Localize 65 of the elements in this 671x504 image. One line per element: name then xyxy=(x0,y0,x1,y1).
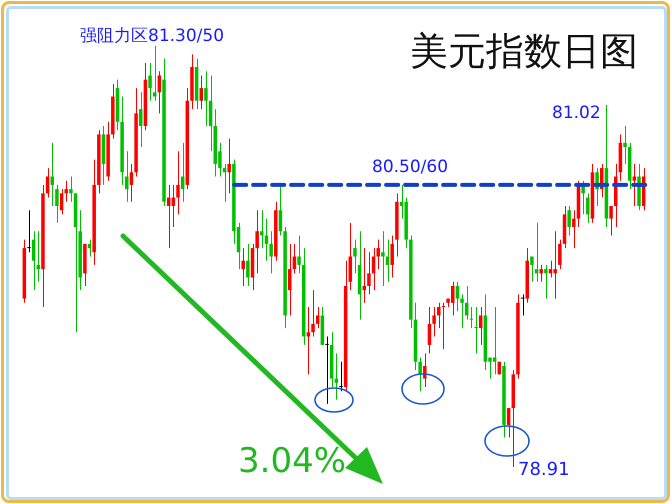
candlestick xyxy=(339,361,343,392)
candlestick xyxy=(478,306,482,346)
candlestick xyxy=(534,222,538,282)
candlestick xyxy=(428,306,432,354)
candlestick xyxy=(311,290,315,337)
candlestick xyxy=(432,306,436,337)
candlestick xyxy=(46,168,50,198)
candlestick xyxy=(474,306,478,354)
candlestick xyxy=(623,125,627,164)
candlestick xyxy=(456,281,460,312)
candlestick xyxy=(269,230,273,274)
candlestick xyxy=(460,294,464,329)
candlestick xyxy=(306,306,310,375)
candlestick xyxy=(381,230,385,286)
candlestick xyxy=(125,150,129,202)
candlestick xyxy=(544,264,548,300)
candlestick xyxy=(260,210,264,249)
candlestick xyxy=(152,46,156,102)
candlestick xyxy=(520,294,524,316)
candlestick xyxy=(130,163,134,202)
candlestick xyxy=(498,361,502,375)
candlestick xyxy=(241,248,245,286)
candlestick xyxy=(227,138,231,194)
candlestick xyxy=(50,142,54,206)
candlestick xyxy=(553,230,557,300)
candlestick xyxy=(437,302,441,329)
annotation: 81.02 xyxy=(552,103,601,123)
candlestick xyxy=(325,336,329,404)
candlestick xyxy=(200,74,204,110)
candlestick xyxy=(418,357,422,392)
candlestick xyxy=(632,163,636,206)
candlestick xyxy=(297,234,301,274)
candlestick xyxy=(586,192,590,224)
candlestick xyxy=(55,184,59,224)
candlestick xyxy=(506,408,510,438)
candlestick xyxy=(386,239,390,282)
annotation: 80.50/60 xyxy=(372,157,448,177)
candlestick xyxy=(530,256,534,282)
candlestick xyxy=(148,62,152,102)
candlestick xyxy=(362,248,366,304)
candlestick xyxy=(222,163,226,202)
candlestick xyxy=(492,306,496,375)
candlestick xyxy=(288,243,292,316)
candlestick xyxy=(27,210,31,253)
candlestick xyxy=(180,142,184,202)
candlestick xyxy=(367,252,371,295)
annotation: 强阻力区81.30/50 xyxy=(80,26,224,46)
chart-title: 美元指数日图 xyxy=(410,29,638,73)
candlestick xyxy=(246,243,250,286)
candlestick xyxy=(558,239,562,270)
candlestick xyxy=(69,176,73,202)
annotation: 78.91 xyxy=(518,459,570,480)
candlestick xyxy=(316,306,320,329)
candlestick xyxy=(539,264,543,282)
annotation: 3.04% xyxy=(238,441,346,481)
candlestick xyxy=(204,70,208,126)
candlestick xyxy=(158,70,162,114)
candlestick xyxy=(353,239,357,274)
candlestick xyxy=(139,92,142,148)
candlestick xyxy=(390,234,394,278)
candlestick xyxy=(442,302,446,350)
candlestick xyxy=(88,239,92,257)
candlestick xyxy=(567,205,571,236)
candlestick xyxy=(609,205,613,236)
candlestick xyxy=(278,184,282,236)
